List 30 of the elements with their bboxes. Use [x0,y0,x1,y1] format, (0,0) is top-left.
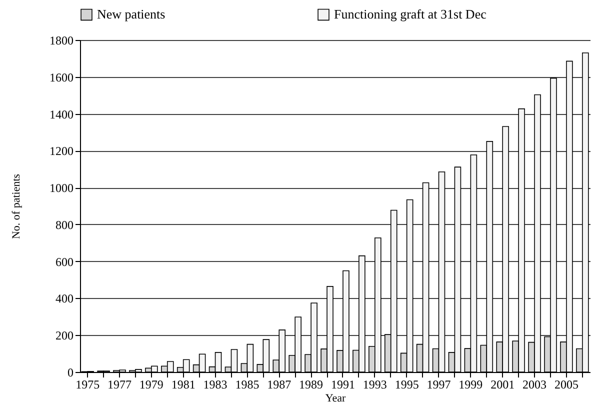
x-tick-label: 1987 [267,378,292,392]
x-tick-label: 1997 [426,378,451,392]
x-tick-label: 1981 [171,378,196,392]
x-tick-label: 1999 [458,378,483,392]
x-tick-label: 1985 [235,378,260,392]
x-tick-label: 1977 [108,378,132,392]
y-tick-label: 800 [56,218,74,232]
y-tick-label: 0 [68,366,74,380]
y-tick-label: 1200 [50,144,74,158]
y-tick-label: 400 [56,292,74,306]
y-tick-label: 200 [56,328,74,343]
y-axis-title: No. of patients [10,174,22,240]
x-tick-label: 1983 [203,378,228,392]
y-tick-label: 1400 [50,107,74,122]
x-tick-label: 2001 [490,378,515,392]
y-tick-label: 1600 [50,70,74,84]
x-tick-label: 1991 [330,378,355,392]
legend-label: Functioning graft at 31st Dec [334,6,487,22]
x-tick-label: 1979 [139,378,164,392]
x-tick-label: 1993 [362,378,387,392]
x-tick-label: 2005 [554,378,578,392]
x-tick-label: 1989 [299,378,324,392]
x-tick-label: 1995 [394,378,419,392]
x-tick-label: 1975 [76,378,100,392]
x-tick-label: 2003 [522,378,547,392]
x-axis-title: Year [325,392,346,404]
y-tick-label: 600 [56,254,74,269]
legend-label: New patients [97,6,166,22]
y-tick-label: 1000 [50,181,74,196]
y-tick-label: 1800 [50,34,74,48]
